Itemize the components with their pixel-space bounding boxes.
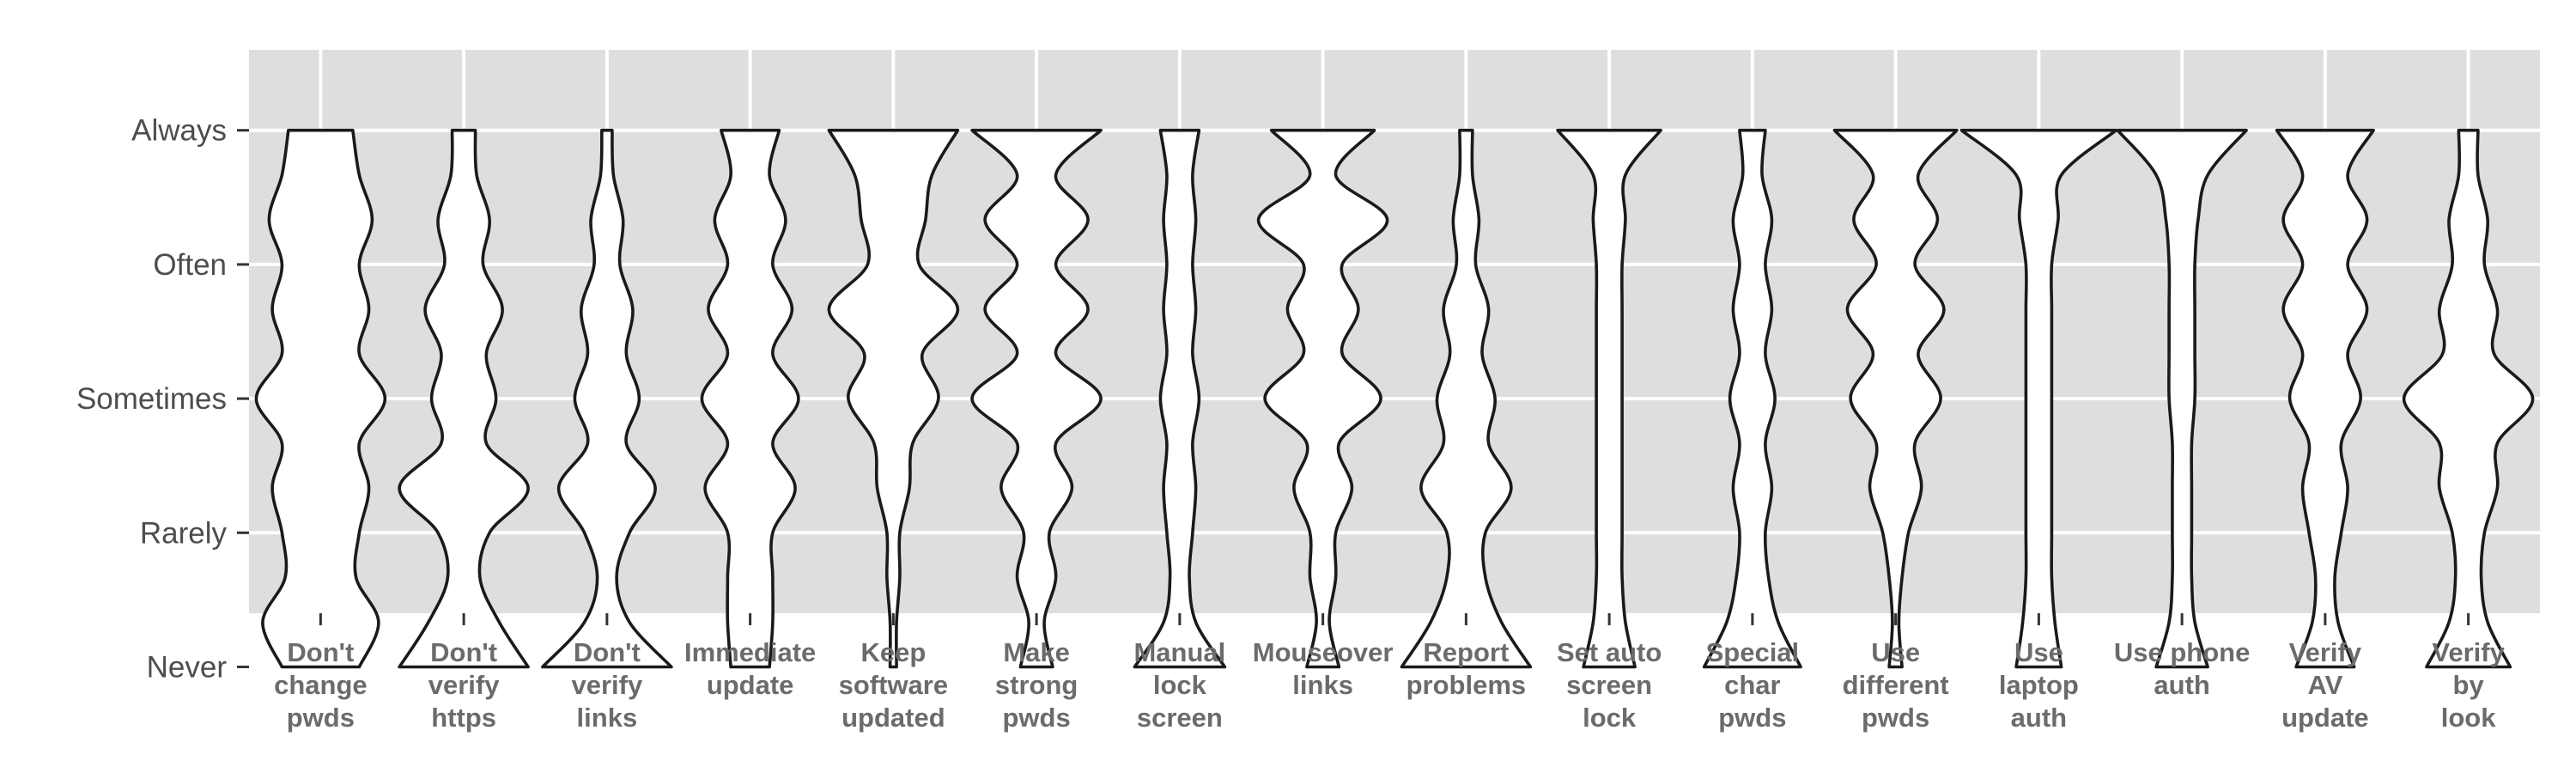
- violin-shape: [2402, 128, 2535, 669]
- violin-shape: [1400, 128, 1533, 669]
- violin-shape: [1702, 128, 1802, 669]
- x-tick-label: Verify by look: [2432, 637, 2505, 733]
- x-tick-label: Don't verify https: [428, 637, 500, 733]
- x-tick-label: Use different pwds: [1843, 637, 1949, 733]
- x-tick-label: Manual lock screen: [1133, 637, 1225, 733]
- y-tick-label: Sometimes: [76, 382, 227, 416]
- x-axis: Don't change pwds Don't verify https Don't veri…: [274, 613, 2506, 733]
- x-tick-label: Special char pwds: [1706, 637, 1800, 733]
- x-tick-label: Keep software updated: [839, 637, 948, 733]
- x-tick-label: Make strong pwds: [995, 637, 1078, 733]
- violin-shape: [1832, 128, 1959, 669]
- x-tick-label: Don't verify links: [572, 637, 643, 733]
- x-tick-label: Set auto screen lock: [1557, 637, 1662, 733]
- violin-shape: [2116, 128, 2248, 669]
- x-tick-label: Mouseover links: [1253, 637, 1394, 700]
- violins: [254, 128, 2535, 669]
- violin-shape: [398, 128, 530, 669]
- violin-shape: [541, 128, 673, 669]
- violin-shape: [1556, 128, 1662, 669]
- violin-shape: [1133, 128, 1227, 669]
- y-tick-label: Rarely: [140, 516, 228, 550]
- violin-shape: [827, 128, 960, 669]
- x-tick-label: Don't change pwds: [274, 637, 368, 733]
- y-tick-label: Always: [131, 114, 227, 148]
- y-tick-label: Often: [153, 248, 227, 282]
- violin-shape: [1256, 128, 1389, 669]
- x-tick-label: Report problems: [1406, 637, 1527, 700]
- violin-shape: [1959, 128, 2118, 669]
- violin-shape: [700, 128, 800, 669]
- x-tick-label: Use laptop auth: [1999, 637, 2079, 733]
- violin-shape: [2275, 128, 2375, 669]
- x-tick-label: Verify AV update: [2281, 637, 2369, 733]
- x-tick-label: Immediate update: [684, 637, 816, 700]
- y-tick-label: Never: [147, 650, 228, 684]
- x-tick-label: Use phone auth: [2114, 637, 2250, 700]
- y-axis: Never Rarely Sometimes Often Always: [76, 114, 249, 684]
- violin-shape: [254, 128, 387, 669]
- violin-shape: [970, 128, 1103, 669]
